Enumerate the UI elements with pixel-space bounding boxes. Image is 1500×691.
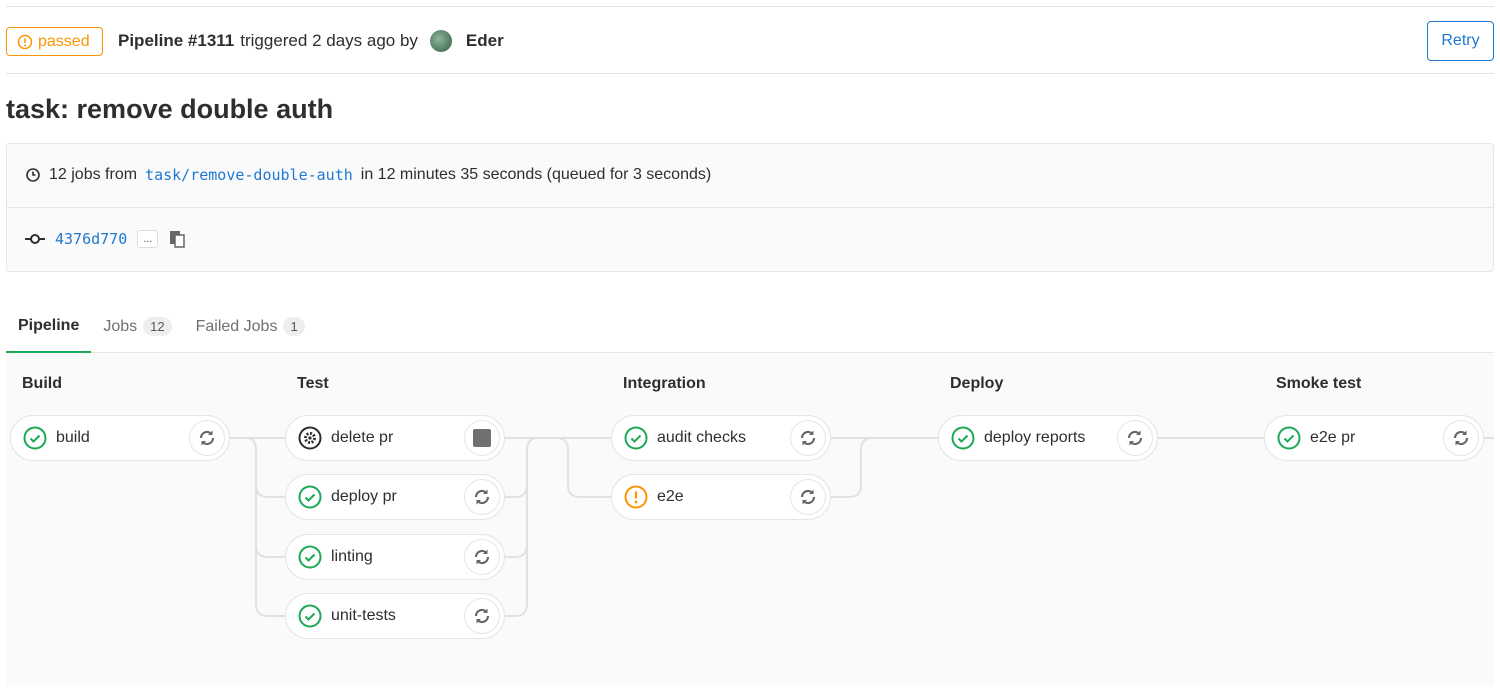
job-name: audit checks [657, 429, 746, 446]
stage-title: Deploy [950, 375, 1004, 392]
job-deploy-pr[interactable]: deploy pr [285, 474, 505, 520]
retry-job-button[interactable] [189, 420, 225, 456]
top-divider [6, 6, 1494, 7]
job-e2e-pr[interactable]: e2e pr [1264, 415, 1484, 461]
pipeline-graph: Build build Test delete pr deploy pr linting u… [6, 353, 1494, 685]
retry-job-button[interactable] [464, 598, 500, 634]
failed-count-badge: 1 [283, 317, 305, 336]
pipeline-tabs: Pipeline Jobs 12 Failed Jobs 1 [6, 300, 1494, 353]
duration-text: in 12 minutes 35 seconds (queued for 3 s… [360, 166, 712, 183]
job-name: linting [331, 548, 373, 565]
divider [6, 73, 1494, 74]
retry-icon [472, 547, 492, 567]
retry-job-button[interactable] [790, 479, 826, 515]
status-badge[interactable]: passed [6, 27, 103, 56]
tab-failed-jobs[interactable]: Failed Jobs 1 [184, 300, 317, 353]
retry-job-button[interactable] [464, 539, 500, 575]
copy-icon[interactable] [168, 230, 186, 248]
page-title: task: remove double auth [6, 94, 334, 124]
tab-label: Failed Jobs [195, 317, 278, 335]
expand-commit-button[interactable]: ... [137, 230, 159, 248]
pipeline-info: 12 jobs from task/remove-double-auth in … [6, 143, 1494, 272]
job-name: deploy pr [331, 488, 397, 505]
status-success-icon [1277, 426, 1301, 450]
status-manual-icon [298, 426, 322, 450]
tab-jobs[interactable]: Jobs 12 [91, 300, 183, 353]
job-audit-checks[interactable]: audit checks [611, 415, 831, 461]
retry-icon [472, 606, 492, 626]
stage-title: Build [22, 375, 62, 392]
job-build[interactable]: build [10, 415, 230, 461]
commit-sha-link[interactable]: 4376d770 [55, 230, 128, 248]
job-name: e2e [657, 488, 684, 505]
retry-icon [798, 428, 818, 448]
status-success-icon [951, 426, 975, 450]
pipeline-header: Pipeline #1311 triggered 2 days ago by E… [118, 30, 504, 52]
status-label: passed [38, 32, 90, 50]
status-success-icon [624, 426, 648, 450]
retry-icon [1451, 428, 1471, 448]
retry-button[interactable]: Retry [1427, 21, 1494, 61]
commit-icon [25, 234, 45, 244]
jobs-count-badge: 12 [143, 317, 172, 336]
job-name: e2e pr [1310, 429, 1356, 446]
stop-job-button[interactable] [464, 420, 500, 456]
job-unit-tests[interactable]: unit-tests [285, 593, 505, 639]
retry-icon [798, 487, 818, 507]
retry-icon [1125, 428, 1145, 448]
clock-icon [26, 168, 40, 182]
warning-icon [17, 34, 33, 49]
job-name: delete pr [331, 429, 394, 446]
job-linting[interactable]: linting [285, 534, 505, 580]
tab-pipeline[interactable]: Pipeline [6, 300, 92, 353]
status-success-icon [298, 485, 322, 509]
pipeline-id: Pipeline #1311 [118, 31, 235, 50]
retry-job-button[interactable] [1117, 420, 1153, 456]
avatar[interactable] [429, 30, 452, 52]
retry-job-button[interactable] [790, 420, 826, 456]
job-deploy-reports[interactable]: deploy reports [938, 415, 1158, 461]
status-success-icon [298, 604, 322, 628]
stop-icon [472, 428, 492, 448]
status-success-icon [23, 426, 47, 450]
retry-job-button[interactable] [1443, 420, 1479, 456]
retry-icon [472, 487, 492, 507]
job-name: build [56, 429, 90, 446]
stage-title: Test [297, 375, 329, 392]
job-delete-pr[interactable]: delete pr [285, 415, 505, 461]
triggered-text: triggered 2 days ago by [240, 31, 418, 50]
tab-label: Jobs [103, 317, 138, 335]
job-name: deploy reports [984, 429, 1086, 446]
retry-job-button[interactable] [464, 479, 500, 515]
user-name[interactable]: Eder [465, 31, 504, 50]
status-warning-icon [624, 485, 648, 509]
stage-title: Integration [623, 375, 706, 392]
jobs-count-text: 12 jobs from [49, 166, 138, 183]
retry-icon [197, 428, 217, 448]
stage-connectors [228, 437, 1494, 617]
tab-label: Pipeline [18, 316, 80, 334]
stage-title: Smoke test [1276, 375, 1362, 392]
branch-link[interactable]: task/remove-double-auth [145, 166, 353, 184]
status-success-icon [298, 545, 322, 569]
job-name: unit-tests [331, 607, 396, 624]
job-e2e[interactable]: e2e [611, 474, 831, 520]
